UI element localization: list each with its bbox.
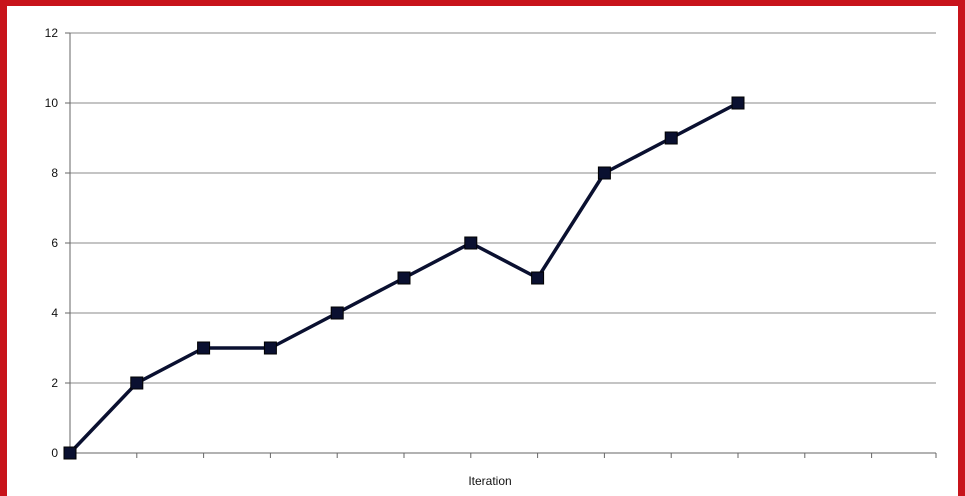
- y-tick-label-8: 8: [51, 166, 58, 180]
- y-tick-label-2: 2: [51, 376, 58, 390]
- series-markers: [63, 96, 745, 460]
- data-point-7: [531, 271, 545, 285]
- y-tick-label-4: 4: [51, 306, 58, 320]
- data-point-3: [263, 341, 277, 355]
- data-point-5: [397, 271, 411, 285]
- frame-top-bar: [0, 0, 965, 6]
- data-point-2: [197, 341, 211, 355]
- y-tick-label-6: 6: [51, 236, 58, 250]
- data-point-9: [664, 131, 678, 145]
- y-tick-label-0: 0: [51, 446, 58, 460]
- y-tick-label-12: 12: [45, 26, 59, 40]
- data-point-0: [63, 446, 77, 460]
- data-point-10: [731, 96, 745, 110]
- data-point-4: [330, 306, 344, 320]
- y-tick-label-10: 10: [45, 96, 59, 110]
- x-axis-title: Iteration: [468, 474, 511, 488]
- data-point-6: [464, 236, 478, 250]
- gridlines: [70, 32, 936, 384]
- data-point-1: [130, 376, 144, 390]
- axes: 0 2 4 6 8 10 12: [45, 26, 937, 460]
- data-point-8: [597, 166, 611, 180]
